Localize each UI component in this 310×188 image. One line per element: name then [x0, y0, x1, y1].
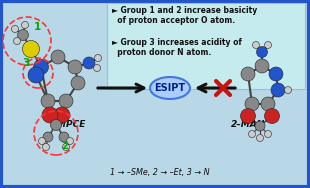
Circle shape	[264, 42, 272, 49]
Circle shape	[285, 86, 291, 93]
Circle shape	[261, 97, 275, 111]
Circle shape	[255, 121, 265, 131]
Circle shape	[71, 76, 85, 90]
Circle shape	[59, 132, 69, 142]
Circle shape	[41, 94, 55, 108]
Circle shape	[33, 59, 48, 74]
Circle shape	[255, 59, 269, 73]
Circle shape	[23, 40, 39, 58]
Circle shape	[95, 55, 101, 61]
Circle shape	[253, 42, 259, 49]
Circle shape	[51, 120, 61, 130]
Circle shape	[241, 67, 255, 81]
Circle shape	[28, 67, 44, 83]
Circle shape	[256, 134, 264, 142]
Text: ► Group 1 and 2 increase basicity
  of proton acceptor O atom.: ► Group 1 and 2 increase basicity of pro…	[112, 6, 257, 25]
Circle shape	[42, 143, 50, 151]
Circle shape	[42, 107, 58, 123]
Circle shape	[83, 57, 95, 69]
Circle shape	[67, 137, 73, 145]
Circle shape	[249, 130, 255, 137]
Text: 3: 3	[22, 58, 30, 68]
Circle shape	[256, 46, 268, 58]
Circle shape	[21, 21, 29, 29]
Circle shape	[63, 143, 69, 151]
Circle shape	[14, 37, 20, 45]
Circle shape	[43, 132, 53, 142]
Circle shape	[271, 83, 285, 97]
Text: 2–MAN: 2–MAN	[231, 120, 265, 129]
Text: ESIPT: ESIPT	[154, 83, 186, 93]
Text: ► Group 3 increases acidity of
  proton donor N atom.: ► Group 3 increases acidity of proton do…	[112, 38, 242, 57]
Circle shape	[38, 137, 46, 145]
Text: 2: 2	[61, 141, 69, 151]
Text: 1 → –SMe, 2 → –Et, 3 → N: 1 → –SMe, 2 → –Et, 3 → N	[110, 168, 210, 177]
Circle shape	[68, 60, 82, 74]
Circle shape	[17, 30, 29, 40]
Circle shape	[241, 108, 255, 124]
FancyBboxPatch shape	[107, 3, 305, 89]
Circle shape	[264, 130, 272, 137]
Ellipse shape	[150, 77, 190, 99]
Circle shape	[94, 64, 100, 71]
Circle shape	[264, 108, 280, 124]
Circle shape	[51, 50, 65, 64]
Text: 1: 1	[33, 22, 41, 32]
Circle shape	[59, 94, 73, 108]
Circle shape	[54, 107, 70, 123]
Circle shape	[11, 26, 19, 33]
Circle shape	[245, 97, 259, 111]
Circle shape	[269, 67, 283, 81]
Text: AMPCE: AMPCE	[50, 120, 86, 129]
